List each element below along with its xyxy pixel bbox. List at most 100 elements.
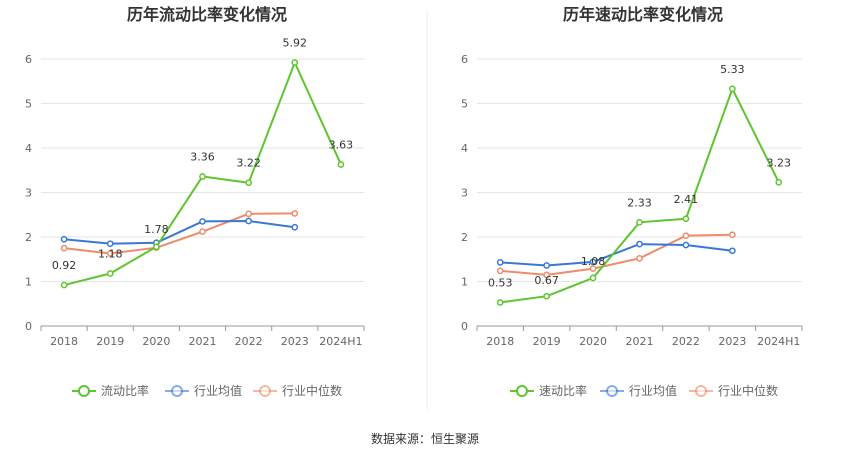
x-tick-label: 2024H1 <box>319 335 362 348</box>
data-label: 5.92 <box>283 37 308 50</box>
data-label: 3.23 <box>767 156 792 169</box>
data-label: 5.33 <box>720 63 745 76</box>
y-tick-label: 6 <box>25 53 32 66</box>
legend-item-main[interactable]: 速动比率 <box>510 383 587 398</box>
data-point-main[interactable] <box>291 59 299 66</box>
data-point-main[interactable] <box>245 179 252 187</box>
data-point-median[interactable] <box>291 210 299 217</box>
y-tick-label: 0 <box>461 320 468 333</box>
legend-item-avg[interactable]: 行业均值 <box>600 383 677 398</box>
data-point-avg[interactable] <box>106 240 114 248</box>
data-point-avg[interactable] <box>682 241 690 249</box>
y-tick-label: 4 <box>461 142 468 155</box>
legend-label: 行业均值 <box>194 383 242 398</box>
x-tick-label: 2021 <box>189 335 217 348</box>
y-tick-label: 2 <box>461 231 468 244</box>
data-point-avg[interactable] <box>729 247 736 255</box>
legend-item-main[interactable]: 流动比率 <box>72 383 149 398</box>
data-point-avg[interactable] <box>543 262 550 269</box>
x-tick-label: 2021 <box>626 335 654 348</box>
x-tick-label: 2019 <box>96 335 124 348</box>
data-point-avg[interactable] <box>636 240 643 248</box>
y-tick-label: 2 <box>25 231 32 244</box>
data-point-main[interactable] <box>636 218 643 226</box>
y-tick-label: 1 <box>461 276 468 289</box>
x-tick-label: 2018 <box>486 335 514 348</box>
y-tick-label: 0 <box>25 320 32 333</box>
y-tick-label: 3 <box>25 187 32 200</box>
legend-item-median[interactable]: 行业中位数 <box>689 383 778 398</box>
data-point-avg[interactable] <box>496 259 504 266</box>
data-label: 1.08 <box>581 255 606 268</box>
x-tick-label: 2020 <box>142 335 170 348</box>
data-point-main[interactable] <box>543 292 550 300</box>
legend-item-median[interactable]: 行业中位数 <box>253 383 342 398</box>
legend-label: 行业中位数 <box>282 383 342 398</box>
x-tick-label: 2023 <box>718 335 746 348</box>
legend-marker-icon <box>695 385 707 397</box>
legend-marker-icon <box>259 385 271 397</box>
legend-marker-icon <box>606 385 618 397</box>
series-line-median <box>63 212 295 255</box>
data-label: 0.53 <box>488 276 513 289</box>
data-label: 3.63 <box>329 138 354 151</box>
x-tick-label: 2018 <box>50 335 78 348</box>
data-point-median[interactable] <box>106 250 114 257</box>
data-point-avg[interactable] <box>291 223 299 231</box>
data-point-median[interactable] <box>60 244 68 252</box>
y-tick-label: 4 <box>25 142 32 155</box>
legend-label: 行业均值 <box>629 383 677 398</box>
chart-title-quick-ratio: 历年速动比率变化情况 <box>563 5 723 24</box>
y-tick-label: 5 <box>25 98 32 111</box>
data-label: 0.67 <box>534 274 559 287</box>
legend-item-avg[interactable]: 行业均值 <box>165 383 242 398</box>
chart-title-current-ratio: 历年流动比率变化情况 <box>127 5 287 24</box>
x-tick-label: 2024H1 <box>757 335 800 348</box>
data-label: 2.41 <box>674 193 699 206</box>
data-point-median[interactable] <box>496 267 504 275</box>
data-point-main[interactable] <box>60 281 68 289</box>
data-point-avg[interactable] <box>245 217 252 225</box>
data-point-main[interactable] <box>496 299 504 306</box>
y-tick-label: 6 <box>461 53 468 66</box>
data-point-median[interactable] <box>682 232 690 240</box>
legend-label: 速动比率 <box>539 383 587 398</box>
data-label: 1.18 <box>98 247 123 260</box>
data-point-avg[interactable] <box>589 258 597 266</box>
current-ratio-chart: 0 1 2 3 4 5 6 2018 2019 2020 2021 2022 2023 2024H1 0.9… <box>25 37 365 398</box>
x-tick-label: 2022 <box>672 335 700 348</box>
data-point-main[interactable] <box>337 161 345 168</box>
x-tick-label: 2022 <box>235 335 263 348</box>
legend-marker-icon <box>171 385 183 397</box>
series-line-avg <box>63 219 295 245</box>
y-tick-label: 3 <box>461 187 468 200</box>
data-point-main[interactable] <box>589 274 597 282</box>
data-label: 2.33 <box>627 196 652 209</box>
data-label: 3.22 <box>236 157 261 170</box>
data-point-main[interactable] <box>775 178 783 186</box>
x-tick-label: 2020 <box>579 335 607 348</box>
data-point-avg[interactable] <box>60 235 68 243</box>
data-label: 1.78 <box>144 223 169 236</box>
x-tick-label: 2019 <box>533 335 561 348</box>
data-point-median[interactable] <box>199 228 206 236</box>
legend-label: 行业中位数 <box>718 383 778 398</box>
data-label: 0.92 <box>52 259 77 272</box>
data-point-main[interactable] <box>153 243 160 251</box>
series-line-avg <box>500 243 733 267</box>
y-tick-label: 1 <box>25 276 32 289</box>
y-tick-label: 5 <box>461 98 468 111</box>
legend-label: 流动比率 <box>101 383 149 398</box>
data-point-main[interactable] <box>682 215 690 223</box>
data-point-main[interactable] <box>106 270 114 277</box>
data-point-median[interactable] <box>245 210 252 218</box>
data-point-median[interactable] <box>729 231 736 239</box>
data-point-median[interactable] <box>589 265 597 272</box>
data-point-median[interactable] <box>543 271 550 279</box>
data-point-median[interactable] <box>636 255 643 262</box>
data-point-main[interactable] <box>729 85 736 93</box>
data-point-avg[interactable] <box>199 218 206 225</box>
data-point-main[interactable] <box>199 173 206 180</box>
series-line-median <box>500 233 733 276</box>
